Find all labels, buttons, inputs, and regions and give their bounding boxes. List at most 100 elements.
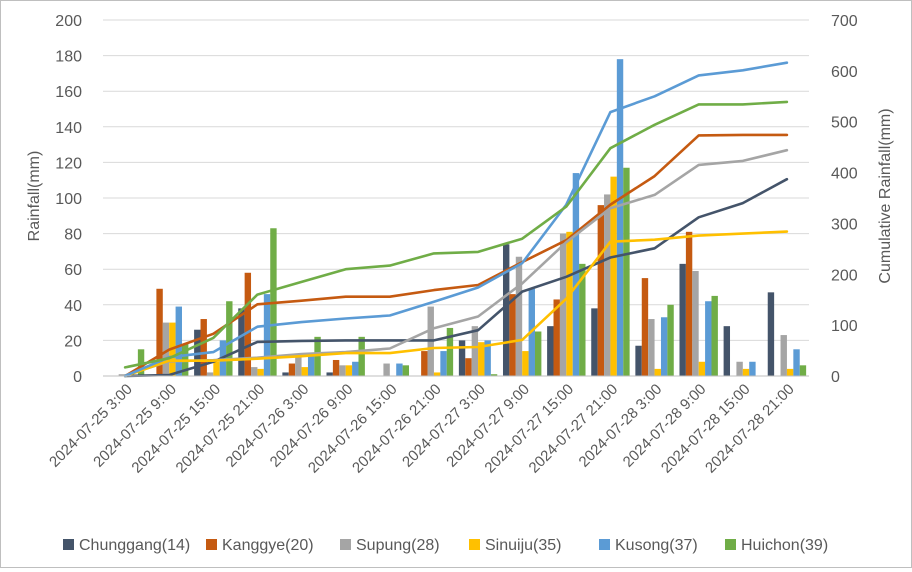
y-tick-label: 140 bbox=[55, 120, 82, 137]
legend-label: Kusong(37) bbox=[615, 537, 698, 554]
bar bbox=[566, 231, 573, 376]
bar bbox=[326, 372, 333, 376]
bar bbox=[648, 319, 655, 376]
legend-label: Chunggang(14) bbox=[79, 537, 190, 554]
legend-label: Supung(28) bbox=[356, 537, 440, 554]
bar bbox=[471, 326, 479, 376]
y2-tick-label: 600 bbox=[831, 64, 858, 81]
bar bbox=[660, 317, 668, 376]
bar bbox=[559, 233, 567, 376]
legend-label: Huichon(39) bbox=[741, 537, 828, 554]
y-tick-label: 80 bbox=[64, 227, 82, 244]
bar bbox=[465, 358, 472, 376]
bar bbox=[723, 326, 731, 376]
bar bbox=[654, 368, 661, 376]
bar bbox=[156, 288, 163, 376]
bar bbox=[314, 336, 321, 376]
bar bbox=[623, 167, 630, 376]
legend-swatch bbox=[725, 539, 736, 550]
legend-swatch bbox=[63, 539, 74, 550]
y-tick-label: 180 bbox=[55, 49, 82, 66]
line-series bbox=[123, 61, 789, 378]
bar bbox=[786, 368, 794, 376]
bar bbox=[213, 361, 220, 376]
cumulative-line bbox=[123, 230, 789, 378]
y-tick-label: 200 bbox=[55, 13, 82, 30]
bar bbox=[118, 374, 126, 376]
legend-label: Kanggye(20) bbox=[222, 537, 314, 554]
y-tick-label: 40 bbox=[64, 298, 82, 315]
bar bbox=[711, 295, 718, 376]
bar bbox=[257, 368, 264, 376]
bar bbox=[767, 292, 775, 376]
bar bbox=[307, 354, 315, 376]
bar bbox=[616, 59, 624, 376]
legend: Chunggang(14) Kanggye(20) Supung(28) Sinuij… bbox=[63, 537, 828, 554]
cumulative-line bbox=[123, 61, 789, 378]
y-tick-label: 60 bbox=[64, 262, 82, 279]
bar bbox=[200, 319, 207, 376]
bar bbox=[490, 374, 498, 376]
bar bbox=[572, 173, 580, 376]
y2-tick-label: 0 bbox=[831, 369, 840, 386]
y2-tick-label: 300 bbox=[831, 216, 858, 233]
legend-swatch bbox=[206, 539, 217, 550]
bar bbox=[352, 361, 359, 376]
bar bbox=[547, 326, 554, 376]
bar bbox=[484, 340, 491, 376]
bar bbox=[793, 349, 800, 376]
bar bbox=[251, 367, 258, 376]
bar bbox=[679, 263, 686, 376]
bar bbox=[635, 345, 642, 376]
bar bbox=[458, 340, 466, 376]
bar bbox=[502, 244, 510, 376]
bar bbox=[667, 304, 674, 376]
bar bbox=[522, 351, 529, 376]
bar bbox=[332, 359, 340, 376]
bar bbox=[534, 331, 542, 376]
bar bbox=[799, 365, 807, 376]
bar bbox=[553, 299, 560, 376]
bar bbox=[421, 351, 428, 376]
bar bbox=[244, 272, 252, 376]
bar bbox=[780, 335, 787, 376]
legend-swatch bbox=[599, 539, 610, 550]
bar bbox=[749, 361, 756, 376]
bar bbox=[736, 361, 743, 376]
bar bbox=[579, 263, 586, 376]
bar bbox=[175, 306, 182, 376]
bar bbox=[263, 294, 271, 376]
bar bbox=[288, 363, 296, 376]
bar bbox=[358, 336, 365, 376]
bar bbox=[685, 231, 693, 376]
y-tick-label: 120 bbox=[55, 155, 82, 172]
bar bbox=[509, 294, 516, 376]
bar bbox=[610, 176, 617, 376]
y-tick-label: 160 bbox=[55, 84, 82, 101]
bar bbox=[440, 351, 447, 376]
y-tick-label: 20 bbox=[64, 333, 82, 350]
bar bbox=[433, 372, 441, 376]
y2-axis-title: Cumulative Rainfall(mm) bbox=[877, 108, 894, 283]
bar bbox=[591, 308, 598, 376]
bar bbox=[345, 365, 353, 376]
bar bbox=[295, 354, 302, 376]
bar bbox=[597, 205, 605, 376]
bar bbox=[641, 278, 649, 376]
bar bbox=[446, 327, 454, 376]
y-tick-label: 0 bbox=[73, 369, 82, 386]
bar bbox=[206, 372, 214, 376]
bar bbox=[301, 367, 308, 376]
y-tick-label: 100 bbox=[55, 191, 82, 208]
bar bbox=[698, 361, 706, 376]
bar bbox=[402, 365, 410, 376]
cumulative-line bbox=[123, 133, 789, 378]
y2-tick-label: 200 bbox=[831, 267, 858, 284]
bar bbox=[282, 372, 289, 376]
bar bbox=[137, 349, 145, 376]
bar bbox=[383, 363, 390, 376]
bar bbox=[162, 322, 170, 376]
legend-label: Sinuiju(35) bbox=[485, 537, 561, 554]
